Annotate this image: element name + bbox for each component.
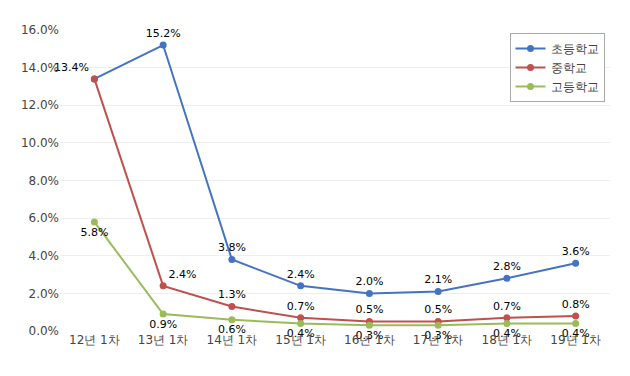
svg-text:2.1%: 2.1% xyxy=(424,273,452,286)
svg-text:12년 1차: 12년 1차 xyxy=(69,333,120,347)
svg-text:13년 1차: 13년 1차 xyxy=(138,333,189,347)
svg-text:0.4%: 0.4% xyxy=(287,327,315,340)
svg-text:2.0%: 2.0% xyxy=(29,287,60,301)
svg-text:10.0%: 10.0% xyxy=(21,136,59,150)
svg-text:3.8%: 3.8% xyxy=(218,241,246,254)
svg-text:0.8%: 0.8% xyxy=(562,298,590,311)
svg-text:2.4%: 2.4% xyxy=(169,268,197,281)
svg-text:0.4%: 0.4% xyxy=(562,327,590,340)
svg-text:1.3%: 1.3% xyxy=(218,288,246,301)
svg-text:0.6%: 0.6% xyxy=(218,323,246,336)
svg-text:0.3%: 0.3% xyxy=(424,329,452,342)
svg-text:0.7%: 0.7% xyxy=(287,300,315,313)
svg-text:16.0%: 16.0% xyxy=(21,23,59,37)
svg-text:2.8%: 2.8% xyxy=(493,260,521,273)
svg-text:0.3%: 0.3% xyxy=(355,329,383,342)
svg-text:14.0%: 14.0% xyxy=(21,61,59,75)
svg-text:0.4%: 0.4% xyxy=(493,327,521,340)
svg-text:5.8%: 5.8% xyxy=(80,226,108,239)
svg-text:초등학교: 초등학교 xyxy=(551,42,599,56)
svg-text:0.7%: 0.7% xyxy=(493,300,521,313)
svg-text:0.5%: 0.5% xyxy=(424,303,452,316)
svg-text:12.0%: 12.0% xyxy=(21,98,59,112)
svg-text:14년 1차: 14년 1차 xyxy=(207,333,258,347)
svg-text:0.9%: 0.9% xyxy=(149,318,177,331)
svg-text:4.0%: 4.0% xyxy=(29,249,60,263)
svg-text:2.0%: 2.0% xyxy=(355,275,383,288)
svg-text:16년 1차: 16년 1차 xyxy=(344,333,395,347)
svg-text:3.6%: 3.6% xyxy=(562,245,590,258)
svg-text:2.4%: 2.4% xyxy=(287,268,315,281)
svg-text:0.0%: 0.0% xyxy=(29,324,60,338)
svg-text:18년 1차: 18년 1차 xyxy=(482,333,533,347)
svg-text:고등학교: 고등학교 xyxy=(551,80,599,94)
svg-text:17년 1차: 17년 1차 xyxy=(413,333,464,347)
svg-text:15.2%: 15.2% xyxy=(146,27,181,40)
svg-text:6.0%: 6.0% xyxy=(29,211,60,225)
svg-text:0.5%: 0.5% xyxy=(355,303,383,316)
svg-text:8.0%: 8.0% xyxy=(29,174,60,188)
svg-text:13.4%: 13.4% xyxy=(54,61,89,74)
svg-text:15년 1차: 15년 1차 xyxy=(275,333,326,347)
svg-text:19년 1차: 19년 1차 xyxy=(550,333,601,347)
svg-text:중학교: 중학교 xyxy=(551,61,587,75)
